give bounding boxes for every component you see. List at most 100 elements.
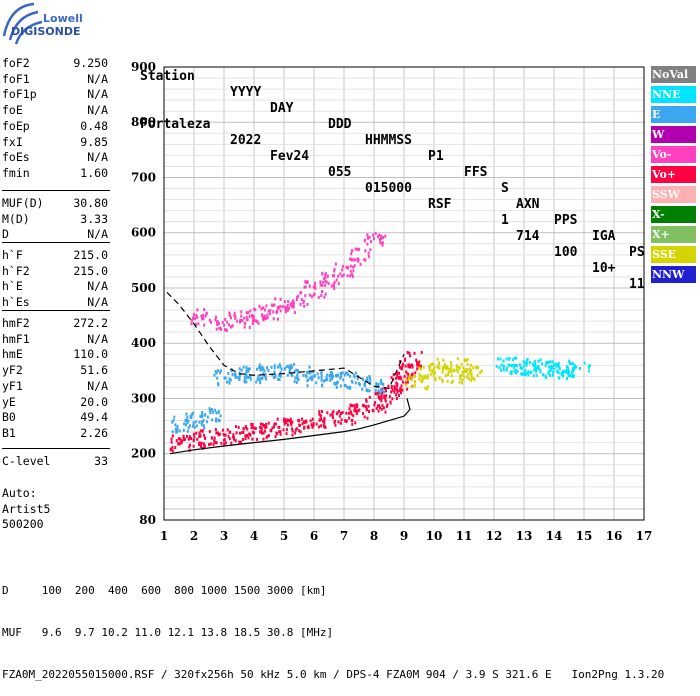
x-tick-label: 11 (456, 529, 473, 543)
y-tick-label: 200 (131, 447, 156, 461)
param-value: 51.6 (80, 363, 108, 378)
echo-point (214, 314, 237, 332)
label-s: S (501, 181, 509, 196)
echo-point (319, 271, 340, 290)
param-value: N/A (87, 378, 108, 393)
param-separator (2, 242, 110, 243)
value-s: 1 (501, 213, 509, 228)
value-day: Fev24 (270, 149, 310, 164)
param-value: 110.0 (73, 347, 108, 362)
echo-point (273, 417, 297, 437)
param-key: foF1 (2, 71, 30, 86)
param-key: yE (2, 394, 16, 409)
value-ddd: 055 (328, 165, 352, 180)
param-value: 1.60 (80, 165, 108, 180)
value-yyyy: 2022 (230, 133, 262, 148)
footer-distance-row: D 100 200 400 600 800 1000 1500 3000 [km… (2, 584, 327, 597)
param-key: yF2 (2, 363, 23, 378)
label-day: DAY (270, 101, 294, 116)
param-row-h-f2: h`F2 215.0 (2, 264, 108, 280)
value-pps: 100 (554, 245, 578, 260)
station-header: Station YYYY DAY DDD HHMMSS P1 FFS S AXN… (140, 21, 645, 292)
param-row-ye: yE 20.0 (2, 395, 108, 411)
param-row-muf-d-: MUF(D) 30.80 (2, 196, 108, 212)
y-tick-label: 400 (131, 336, 156, 350)
y-tick-label: 800 (131, 115, 156, 129)
param-key: h`E (2, 279, 23, 294)
param-row-foes: foEs N/A (2, 150, 108, 166)
param-key: foF2 (2, 56, 30, 70)
logo-line2: DIGISONDE (11, 25, 81, 38)
param-key: foEp (2, 118, 30, 133)
label-axn: AXN (516, 197, 540, 212)
x-tick-label: 10 (426, 529, 443, 543)
echo-point (441, 365, 465, 385)
x-tick-label: 16 (606, 529, 623, 543)
profile-curves (166, 291, 411, 455)
echo-point (259, 421, 282, 439)
echo-point (303, 280, 327, 299)
echo-point (349, 403, 371, 420)
echo-point (363, 231, 387, 247)
logo-line1: Lowell (43, 12, 83, 25)
param-value: N/A (87, 227, 108, 242)
mode-note: Auto: (2, 486, 37, 500)
y-tick-label: 900 (131, 60, 156, 74)
param-value: N/A (87, 279, 108, 294)
echo-point (198, 407, 222, 424)
y-tick-label: 700 (131, 170, 156, 184)
param-key: foE (2, 103, 23, 118)
param-value: 2.26 (80, 425, 108, 440)
param-value: 30.80 (73, 196, 108, 210)
x-tick-label: 3 (220, 529, 228, 543)
param-value: 215.0 (73, 248, 108, 262)
echo-point (363, 376, 386, 396)
y-tick-label: 600 (131, 226, 156, 240)
param-key: foF1p (2, 87, 37, 102)
y-tick-label: 80 (139, 513, 156, 527)
legend-item-nnw: NNW (651, 266, 696, 283)
echo-point (171, 415, 195, 434)
param-row-d: D N/A (2, 227, 108, 243)
y-tick-label: 500 (131, 281, 156, 295)
x-tick-label: 1 (160, 529, 168, 543)
param-value: N/A (87, 71, 108, 86)
value-axn: 714 (516, 229, 540, 244)
param-key: C-level (2, 454, 51, 468)
param-separator (2, 310, 110, 311)
legend-item-ssw: SSW (651, 186, 696, 203)
legend-item-x-: X- (651, 206, 696, 223)
legend-item-vo-: Vo+ (651, 166, 696, 183)
echo-point (273, 362, 297, 381)
param-row-hme: hmE 110.0 (2, 347, 108, 363)
param-row-m-d-: M(D) 3.33 (2, 212, 108, 228)
echo-point (349, 247, 372, 266)
echo-point (213, 428, 235, 446)
x-tick-label: 7 (340, 529, 348, 543)
label-ps: PS (629, 245, 645, 260)
x-tick-label: 6 (310, 529, 318, 543)
label-yyyy: YYYY (230, 85, 262, 100)
param-row-fmin: fmin 1.60 (2, 166, 108, 182)
param-row-fof1: foF1 N/A (2, 72, 108, 88)
param-row-b1: B1 2.26 (2, 426, 108, 442)
param-key: h`Es (2, 295, 30, 310)
echo-point (507, 357, 531, 376)
echo-point (459, 363, 483, 382)
echo-point (190, 308, 213, 327)
echo-point (198, 429, 220, 448)
value-ps: 11 (629, 277, 645, 292)
param-key: M(D) (2, 211, 30, 226)
plot-frame (163, 66, 645, 521)
x-tick-label: 15 (576, 529, 593, 543)
param-row-h-es: h`Es N/A (2, 295, 108, 311)
param-value: 49.4 (80, 410, 108, 425)
echo-point (273, 297, 296, 315)
param-row-foe: foE N/A (2, 103, 108, 119)
echo-point (333, 262, 356, 279)
legend-item-nne: NNE (651, 86, 696, 103)
echo-point (418, 362, 441, 382)
echo-point (567, 359, 591, 378)
label-pps: PPS (554, 213, 578, 228)
param-value: N/A (87, 87, 108, 102)
